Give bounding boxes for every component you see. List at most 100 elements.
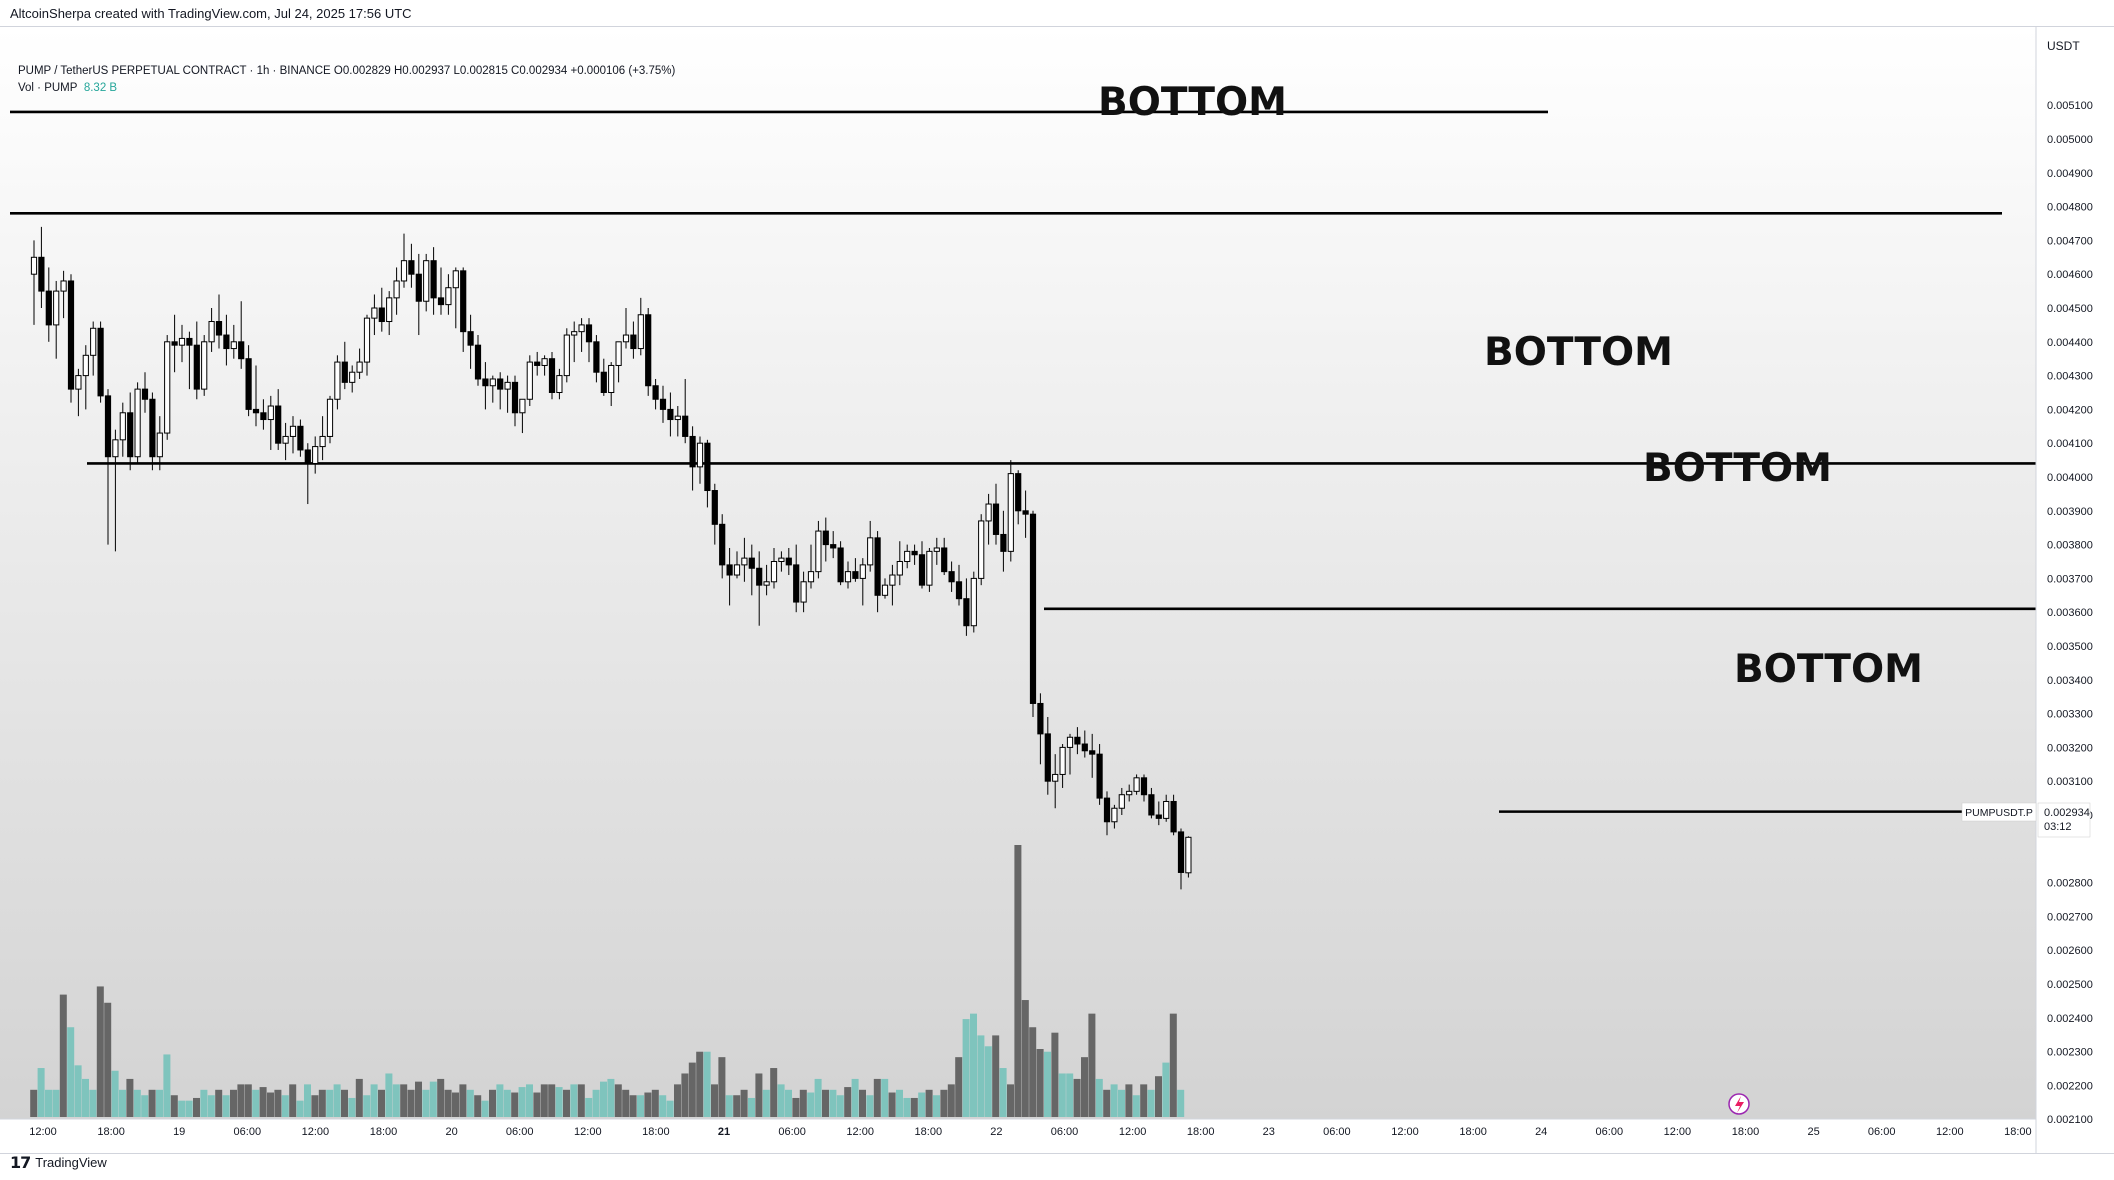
candle-up [1111, 807, 1118, 823]
candle-up [571, 331, 578, 336]
candle-down [1148, 794, 1155, 816]
time-tick-label: 18:00 [2004, 1126, 2032, 1138]
candle-up [30, 256, 38, 275]
volume-bar [762, 1089, 770, 1117]
price-tick-label: 0.002600 [2047, 945, 2093, 957]
volume-bar [585, 1097, 593, 1117]
volume-bar [526, 1084, 533, 1117]
candle-down [963, 598, 970, 627]
candle-down [911, 550, 918, 556]
chart-pane[interactable]: BOTTOM BOTTOM BOTTOM BOTTOM 0.005100 0.00500… [0, 26, 2114, 1154]
candle-up [82, 354, 89, 377]
candle-down [600, 371, 607, 394]
price-tick-label: 0.002700 [2047, 911, 2093, 923]
candle-up [674, 415, 681, 421]
price-tick-label: 0.004000 [2047, 472, 2093, 484]
price-tick-label: 0.005100 [2047, 100, 2093, 112]
volume-bar [30, 1089, 38, 1117]
volume-bar [563, 1089, 570, 1117]
candle-down [437, 297, 445, 306]
price-tag [2037, 802, 2091, 838]
candle-up [289, 425, 297, 437]
price-tick-label: 0.004500 [2047, 303, 2093, 315]
volume-bar [836, 1095, 844, 1117]
candle-down [548, 358, 556, 394]
bottom-label: BOTTOM [1484, 330, 1673, 375]
volume-bar [992, 1035, 1000, 1117]
candle-up [770, 561, 778, 583]
time-tick-label: 24 [1535, 1126, 1547, 1138]
volume-bar [259, 1087, 267, 1117]
candle-up [985, 503, 992, 522]
candle-down [97, 327, 104, 397]
price-tick-label: 0.003500 [2047, 641, 2093, 653]
candle-down [1000, 533, 1007, 552]
candle-down [1155, 814, 1162, 819]
price-axis[interactable]: 0.005100 0.005000 0.004900 0.004800 0.004700… [2047, 100, 2093, 1126]
time-axis[interactable]: 12:00 18:00 19 06:00 12:00 18:00 20 06:00 12:00 1… [29, 1126, 2031, 1138]
volume-bar [207, 1095, 215, 1117]
time-tick-label: 18:00 [642, 1126, 670, 1138]
candle-up [889, 574, 896, 586]
volume-bar [45, 1089, 52, 1117]
volume-bar [896, 1089, 903, 1117]
attribution: AltcoinSherpa created with TradingView.c… [10, 6, 412, 21]
volume-bar [156, 1089, 163, 1117]
volume-bar [570, 1084, 578, 1117]
price-tick-label: 0.003400 [2047, 675, 2093, 687]
symbol-info[interactable]: PUMP / TetherUS PERPETUAL CONTRACT · 1h … [18, 65, 676, 77]
time-tick-label: 18:00 [370, 1126, 398, 1138]
price-tick-label: 0.005000 [2047, 134, 2093, 146]
volume-bar [193, 1097, 200, 1117]
volume-bar [1095, 1078, 1103, 1117]
candle-up [608, 364, 615, 393]
candle-up [349, 371, 356, 383]
candle-up [578, 324, 585, 333]
time-tick-label: 12:00 [574, 1126, 602, 1138]
bottom-label: BOTTOM [1098, 80, 1287, 125]
volume-bar [999, 1068, 1007, 1117]
price-tick-label: 0.002200 [2047, 1080, 2093, 1092]
chart-canvas[interactable]: BOTTOM BOTTOM BOTTOM BOTTOM 0.005100 0.00500… [0, 27, 2114, 1153]
candle-up [60, 280, 67, 292]
candle-down [630, 334, 637, 350]
volume-bar [955, 1057, 963, 1117]
candle-down [1015, 473, 1022, 512]
candle-down [918, 554, 926, 586]
volume-bar [577, 1084, 585, 1117]
candle-down [852, 571, 859, 579]
candle-down [467, 331, 474, 346]
candle-down [652, 385, 659, 400]
candle-up [778, 557, 785, 562]
volume-legend[interactable]: Vol · PUMP 8.32 B [18, 80, 675, 97]
candle-up [800, 581, 807, 603]
volume-bar [274, 1089, 282, 1117]
candle-down [67, 280, 75, 390]
candle-down [955, 581, 963, 600]
candle-down [837, 547, 844, 583]
axis-currency[interactable]: USDT [2047, 39, 2080, 53]
candle-up [741, 557, 748, 566]
volume-bar [392, 1084, 400, 1117]
candle-series [30, 226, 1192, 890]
price-tick-label: 0.003800 [2047, 540, 2093, 552]
volume-bar [237, 1084, 245, 1117]
candle-up [815, 530, 822, 573]
volume-bar [1169, 1013, 1177, 1117]
bottom-label: BOTTOM [1643, 446, 1832, 491]
candle-up [1163, 800, 1170, 819]
time-tick-label: 18:00 [915, 1126, 943, 1138]
volume-bar [104, 1002, 112, 1117]
volume-bar [503, 1089, 511, 1117]
candle-down [275, 405, 282, 444]
volume-bar [267, 1092, 274, 1117]
alert-icon[interactable] [1728, 1093, 1750, 1115]
candle-up [53, 290, 60, 326]
symbol-tag [1961, 802, 2037, 822]
price-tick-label: 0.002800 [2047, 878, 2093, 890]
price-tag-value: 0.002934 [2044, 807, 2090, 819]
candle-down [756, 567, 763, 586]
volume-bar [252, 1089, 260, 1117]
volume-bar [592, 1089, 600, 1117]
price-tick-label: 0.003300 [2047, 709, 2093, 721]
